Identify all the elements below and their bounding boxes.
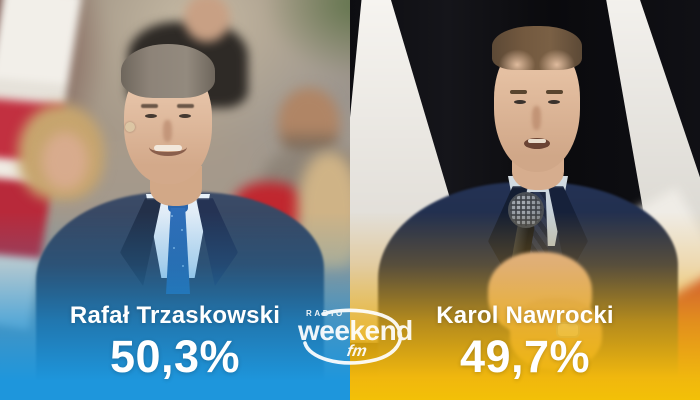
crowd-woman-left-face	[42, 132, 88, 190]
candidate-percent-left: 50,3%	[109, 331, 241, 382]
eye	[179, 114, 191, 118]
logo-swoosh-icon	[303, 308, 403, 365]
nose	[532, 106, 541, 130]
candidate-panel-trzaskowski: Rafał Trzaskowski 50,3%	[0, 0, 350, 400]
crowd-child-head	[184, 0, 230, 42]
teeth	[154, 145, 182, 151]
blue-gradient-overlay	[0, 212, 350, 400]
nawrocki-portrait	[490, 26, 584, 176]
logo-fm-text: fm	[345, 343, 369, 360]
eyebrow	[510, 90, 527, 94]
eyebrow	[141, 104, 158, 108]
radio-weekend-fm-logo: RADIO weekend fm	[293, 305, 413, 371]
logo-radio-text: RADIO	[306, 309, 345, 318]
smile	[149, 138, 187, 156]
hair	[121, 44, 215, 98]
mouth	[524, 138, 550, 149]
candidate-name-right: Karol Nawrocki	[436, 302, 614, 329]
hair	[492, 26, 582, 70]
candidate-percent-right: 49,7%	[459, 331, 591, 382]
eye	[548, 100, 560, 104]
teeth	[528, 139, 546, 143]
headset-microphone-icon	[125, 122, 135, 132]
eyebrow	[177, 104, 194, 108]
candidate-name-left: Rafał Trzaskowski	[69, 302, 281, 329]
eyebrow	[546, 90, 563, 94]
eye	[514, 100, 526, 104]
nose	[163, 120, 172, 142]
eye	[145, 114, 157, 118]
logo-weekend-text: weekend	[298, 315, 413, 346]
trzaskowski-portrait	[121, 44, 215, 186]
candidate-panel-nawrocki: Karol Nawrocki 49,7%	[350, 0, 700, 400]
yellow-gradient-overlay	[350, 212, 700, 400]
